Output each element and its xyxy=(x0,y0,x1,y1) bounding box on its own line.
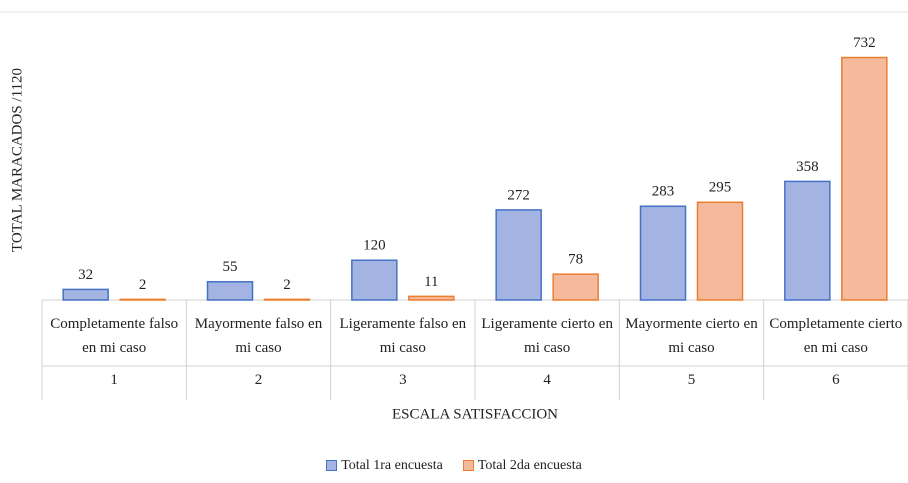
data-label: 78 xyxy=(568,252,583,268)
data-label: 295 xyxy=(709,180,732,196)
bar xyxy=(119,298,166,301)
x-tick-label: Completamente cierto en mi caso xyxy=(769,316,903,356)
legend-item: Total 1ra encuesta xyxy=(326,458,443,473)
x-tick-label: Mayormente falso en mi caso xyxy=(194,316,323,356)
x-group-label: 5 xyxy=(687,372,696,388)
data-label: 2 xyxy=(139,277,147,293)
x-group-label: 2 xyxy=(254,372,263,388)
bar xyxy=(351,259,398,301)
x-tick-label: Mayormente cierto en mi caso xyxy=(625,316,758,356)
legend-swatch xyxy=(326,460,338,472)
data-label: 283 xyxy=(652,184,675,200)
x-tick-label: Ligeramente cierto en mi caso xyxy=(481,316,613,356)
bar xyxy=(263,298,311,301)
x-tick-label: Completamente falso en mi caso xyxy=(50,316,179,356)
data-label: 2 xyxy=(283,277,291,293)
data-label: 272 xyxy=(507,187,530,203)
data-label: 732 xyxy=(853,35,876,51)
data-label: 120 xyxy=(363,238,386,254)
bar xyxy=(696,201,744,301)
bar xyxy=(495,209,542,301)
legend-label: Total 1ra encuesta xyxy=(341,458,443,473)
data-label: 358 xyxy=(796,159,819,175)
legend-label: Total 2da encuesta xyxy=(477,458,582,473)
bar xyxy=(408,295,455,301)
bar xyxy=(62,288,109,301)
bar xyxy=(784,180,831,301)
data-label: 32 xyxy=(78,267,93,283)
x-group-label: 3 xyxy=(399,372,407,388)
bar xyxy=(639,205,687,301)
legend-item: Total 2da encuesta xyxy=(462,458,582,473)
x-tick-label: Ligeramente falso en mi caso xyxy=(339,316,467,356)
legend: Total 1ra encuesta Total 2da encuesta xyxy=(0,458,908,474)
x-group-label: 6 xyxy=(832,372,840,388)
y-axis-title: TOTAL MARACADOS /1120 xyxy=(9,68,25,252)
data-label: 11 xyxy=(424,274,438,290)
data-label: 55 xyxy=(223,259,238,275)
x-group-label: 4 xyxy=(543,372,551,388)
legend-swatch xyxy=(462,460,474,472)
bar xyxy=(206,281,254,301)
x-group-label: 1 xyxy=(110,372,118,388)
bar xyxy=(841,56,888,301)
x-axis-title: ESCALA SATISFACCION xyxy=(392,406,558,422)
bar xyxy=(552,273,599,301)
